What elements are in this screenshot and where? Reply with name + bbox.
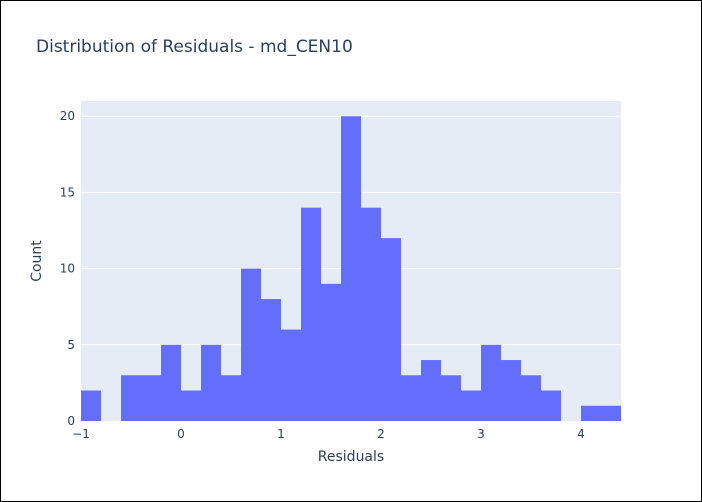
histogram-bar-10[interactable] (281, 329, 301, 421)
y-tick-label: 20 (60, 109, 75, 123)
histogram-bar-12[interactable] (321, 283, 341, 421)
histogram-bar-4[interactable] (161, 344, 181, 421)
histogram-bar-7[interactable] (221, 375, 241, 421)
y-tick-label: 15 (60, 185, 75, 199)
histogram-bar-11[interactable] (301, 207, 321, 421)
histogram-bar-14[interactable] (361, 207, 381, 421)
y-tick-label: 5 (67, 338, 75, 352)
histogram-bar-21[interactable] (501, 360, 521, 421)
histogram-bar-16[interactable] (401, 375, 421, 421)
x-tick-label: 3 (477, 427, 485, 441)
x-axis-title: Residuals (318, 449, 384, 465)
x-tick-label: −1 (72, 427, 90, 441)
histogram-bar-19[interactable] (461, 390, 481, 421)
y-tick-label: 0 (67, 414, 75, 428)
x-tick-label: 4 (577, 427, 585, 441)
histogram-bar-23[interactable] (541, 390, 561, 421)
x-tick-labels: −1 0 1 2 3 4 (72, 427, 585, 441)
histogram-bar-2[interactable] (121, 375, 141, 421)
x-tick-label: 1 (277, 427, 285, 441)
histogram-bar-8[interactable] (241, 268, 261, 421)
histogram-bar-6[interactable] (201, 344, 221, 421)
histogram-bar-26[interactable] (601, 405, 621, 421)
histogram-bar-15[interactable] (381, 238, 401, 421)
chart-title: Distribution of Residuals - md_CEN10 (36, 37, 353, 57)
histogram-bar-5[interactable] (181, 390, 201, 421)
histogram-bar-25[interactable] (581, 405, 601, 421)
histogram-bar-3[interactable] (141, 375, 161, 421)
histogram-bar-20[interactable] (481, 344, 501, 421)
x-tick-label: 2 (377, 427, 385, 441)
x-tick-label: 0 (177, 427, 185, 441)
bars (81, 116, 621, 421)
histogram-bar-18[interactable] (441, 375, 461, 421)
histogram-bar-0[interactable] (81, 390, 101, 421)
histogram-bar-9[interactable] (261, 299, 281, 421)
histogram-bar-17[interactable] (421, 360, 441, 421)
histogram-bar-13[interactable] (341, 116, 361, 421)
histogram-bar-22[interactable] (521, 375, 541, 421)
y-tick-labels: 0 5 10 15 20 (60, 109, 75, 428)
y-axis-title: Count (29, 240, 45, 282)
y-tick-label: 10 (60, 262, 75, 276)
